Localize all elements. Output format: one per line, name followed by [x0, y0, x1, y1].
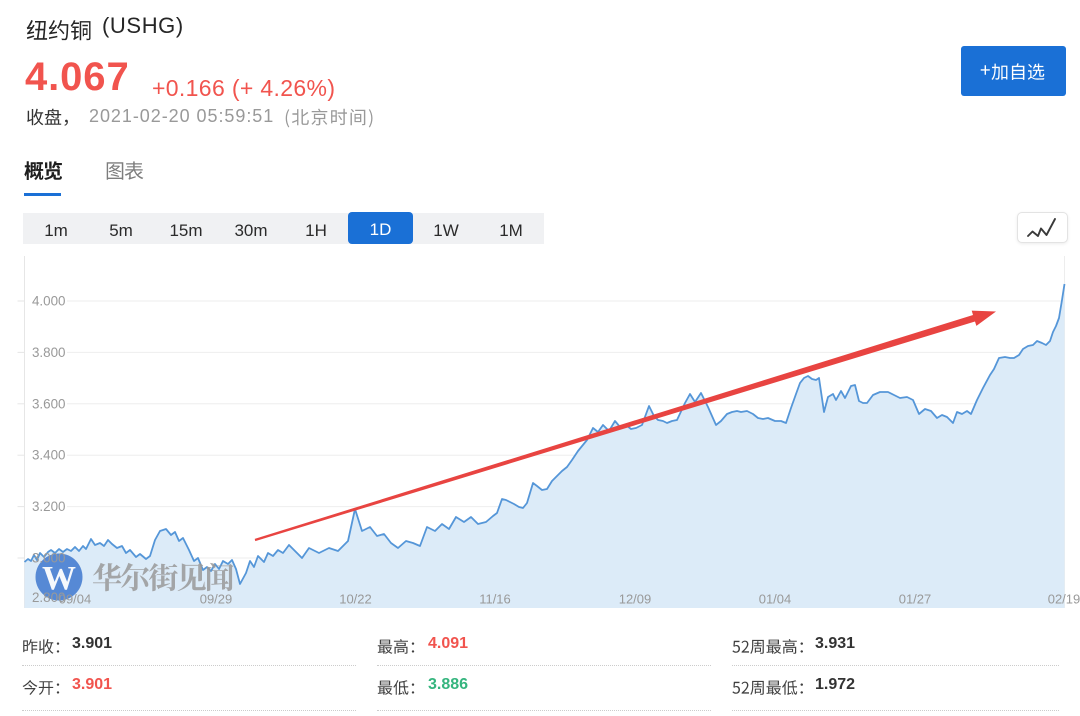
svg-text:11/16: 11/16	[479, 592, 511, 607]
svg-text:3.000: 3.000	[32, 551, 66, 566]
svg-text:10/22: 10/22	[339, 592, 372, 607]
svg-text:4.000: 4.000	[32, 294, 66, 309]
svg-text:01/27: 01/27	[899, 592, 932, 607]
svg-text:3.400: 3.400	[32, 448, 66, 463]
svg-text:W: W	[42, 560, 76, 597]
svg-text:09/04: 09/04	[59, 592, 92, 607]
svg-text:3.800: 3.800	[32, 345, 66, 360]
svg-text:3.600: 3.600	[32, 396, 66, 411]
svg-text:02/19: 02/19	[1048, 592, 1080, 607]
svg-text:12/09: 12/09	[619, 592, 652, 607]
svg-text:09/29: 09/29	[200, 592, 233, 607]
svg-text:01/04: 01/04	[759, 592, 792, 607]
svg-text:3.200: 3.200	[32, 499, 66, 514]
svg-text:2.800: 2.800	[32, 590, 66, 605]
